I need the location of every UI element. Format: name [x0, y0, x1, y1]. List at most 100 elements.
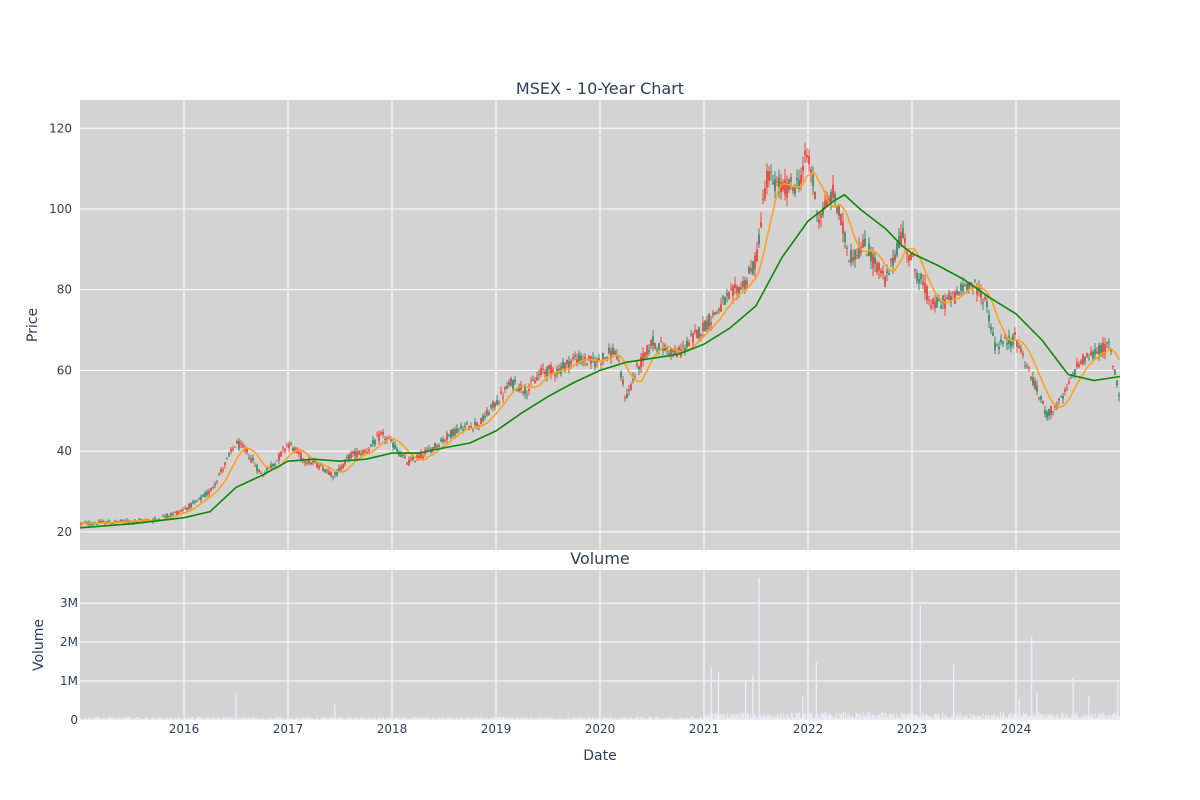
candle-body	[196, 500, 198, 502]
candle-body	[938, 298, 940, 301]
candle-body	[192, 501, 194, 504]
candle-body	[508, 382, 510, 385]
candle-body	[506, 385, 508, 390]
candle-body	[154, 518, 156, 520]
candle-body	[622, 380, 624, 385]
candle-body	[630, 384, 632, 390]
candle-body	[528, 389, 530, 392]
candle-body	[174, 511, 176, 513]
candle-body	[350, 452, 352, 458]
candle-body	[996, 344, 998, 346]
candle-body	[750, 268, 752, 272]
candle-body	[494, 403, 496, 408]
volume-y-axis-label: Volume	[31, 619, 47, 671]
candle-body	[902, 228, 904, 238]
candle-body	[168, 516, 170, 518]
candle-body	[210, 488, 212, 492]
x-tick-label: 2023	[897, 722, 928, 736]
candle-body	[980, 291, 982, 298]
candle-body	[232, 448, 234, 450]
x-ticks: 2016 2017 2018 2019 2020 2021 2022 2023 2024	[169, 722, 1032, 736]
candle-body	[214, 483, 216, 486]
candle-body	[584, 356, 586, 362]
candle-body	[186, 507, 188, 510]
candle-body	[470, 426, 472, 429]
candle-body	[782, 181, 784, 190]
candle-body	[694, 330, 696, 333]
candle-body	[408, 459, 410, 466]
candle-body	[1072, 373, 1074, 375]
candle-body	[886, 270, 888, 274]
candle-body	[704, 320, 706, 332]
candle-body	[266, 467, 268, 471]
candle-body	[282, 447, 284, 449]
candle-body	[456, 428, 458, 434]
candle-body	[908, 255, 910, 262]
candle-body	[998, 347, 1000, 350]
candle-body	[928, 299, 930, 301]
candle-body	[206, 491, 208, 495]
volume-grid	[80, 570, 1120, 721]
candle-body	[636, 363, 638, 366]
candle-body	[498, 402, 500, 404]
candle-body	[98, 520, 100, 523]
candle-body	[588, 356, 590, 362]
candle-body	[450, 429, 452, 438]
price-y-tick-label: 120	[49, 121, 72, 135]
candle-body	[562, 361, 564, 368]
candle-body	[1014, 332, 1016, 335]
candle-body	[618, 360, 620, 362]
candle-body	[564, 363, 566, 371]
candle-body	[194, 500, 196, 503]
candle-body	[682, 345, 684, 347]
candle-body	[246, 448, 248, 453]
candle-body	[1034, 380, 1036, 390]
candle-body	[1054, 405, 1056, 408]
candle-body	[484, 415, 486, 418]
candle-body	[726, 292, 728, 296]
candle-body	[720, 304, 722, 312]
candle-body	[500, 391, 502, 394]
candle-body	[182, 509, 184, 511]
candle-body	[1110, 350, 1112, 352]
candle-body	[800, 175, 802, 184]
candle-body	[662, 348, 664, 351]
candle-body	[288, 443, 290, 449]
candle-body	[300, 452, 302, 460]
candle-body	[92, 523, 94, 525]
candle-body	[402, 454, 404, 456]
candle-body	[1030, 376, 1032, 379]
candle-body	[100, 521, 102, 524]
candle-body	[568, 361, 570, 369]
candle-body	[356, 451, 358, 458]
candle-body	[258, 469, 260, 473]
candle-body	[122, 519, 124, 522]
candle-body	[324, 469, 326, 473]
candle-body	[1004, 336, 1006, 339]
candle-body	[644, 352, 646, 358]
candle-body	[478, 425, 480, 427]
candle-body	[888, 273, 890, 275]
candle-body	[686, 340, 688, 348]
candle-body	[842, 222, 844, 234]
candle-body	[234, 446, 236, 448]
candle-body	[1088, 359, 1090, 361]
candle-body	[742, 280, 744, 287]
x-tick-label: 2017	[273, 722, 304, 736]
candle-body	[410, 458, 412, 460]
candle-body	[552, 369, 554, 372]
candle-body	[464, 425, 466, 428]
candle-body	[518, 385, 520, 391]
candle-body	[256, 465, 258, 472]
volume-y-tick-label: 3M	[60, 596, 78, 610]
candle-body	[848, 261, 850, 263]
candle-body	[1102, 342, 1104, 355]
candle-body	[612, 347, 614, 355]
candle-body	[362, 450, 364, 455]
candle-body	[1062, 395, 1064, 399]
candle-body	[970, 282, 972, 285]
candle-body	[650, 339, 652, 346]
candle-body	[236, 440, 238, 444]
candle-body	[364, 450, 366, 453]
candle-body	[894, 253, 896, 261]
